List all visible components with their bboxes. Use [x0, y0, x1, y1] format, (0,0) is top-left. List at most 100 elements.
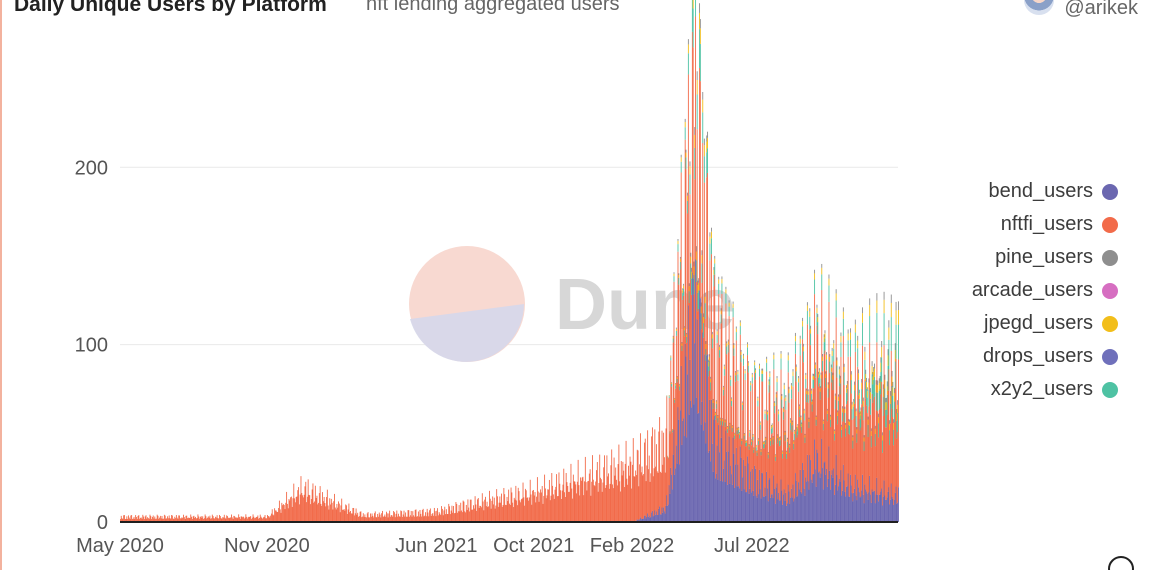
legend-item-arcade_users[interactable]: arcade_users	[898, 274, 1118, 307]
bar-segment-nftfi_users	[838, 386, 840, 479]
bar-segment-jpegd_users	[715, 413, 716, 415]
bar-segment-bend_users	[842, 490, 843, 522]
author-link[interactable]: @arikek	[1024, 0, 1138, 23]
bar-segment-x2y2_users	[693, 274, 695, 295]
bar-segment-nftfi_users	[564, 497, 566, 522]
chart-subtitle: nft lending aggregated users	[366, 0, 620, 15]
bar-segment-x2y2_users	[785, 400, 787, 410]
bar-segment-nftfi_users	[680, 172, 682, 366]
bar-segment-nftfi_users	[741, 444, 743, 491]
bar-segment-nftfi_users	[506, 496, 508, 522]
bar-segment-nftfi_users	[822, 371, 824, 469]
bar-segment-nftfi_users	[870, 414, 871, 495]
bar-segment-bend_users	[890, 499, 891, 522]
bar-segment-pine_users	[856, 427, 858, 430]
bar-segment-x2y2_users	[721, 283, 723, 294]
legend-item-x2y2_users[interactable]: x2y2_users	[898, 373, 1118, 406]
bar-segment-jpegd_users	[774, 455, 776, 457]
bar-segment-nftfi_users	[254, 518, 256, 522]
bar-segment-bend_users	[717, 479, 719, 522]
bar-segment-pine_users	[772, 436, 774, 438]
bar-segment-x2y2_users	[762, 373, 764, 382]
bar-segment-pine_users	[738, 426, 740, 428]
bar-segment-x2y2_users	[699, 29, 701, 68]
bar-segment-nftfi_users	[875, 410, 877, 495]
bar-segment-nftfi_users	[802, 339, 804, 464]
bar-segment-nftfi_users	[846, 404, 847, 487]
bar-segment-jpegd_users	[736, 428, 738, 431]
bar-segment-nftfi_users	[675, 388, 677, 469]
bar-segment-nftfi_users	[829, 372, 831, 471]
bar-segment-bend_users	[890, 483, 892, 522]
bar-segment-bend_users	[698, 412, 700, 522]
bar-segment-bend_users	[825, 474, 827, 522]
bar-segment-jpegd_users	[730, 377, 732, 380]
bar-segment-nftfi_users	[648, 455, 650, 516]
bar-segment-jpegd_users	[880, 362, 882, 373]
bar-segment-bend_users	[643, 518, 645, 522]
bar-segment-nftfi_users	[885, 427, 887, 500]
bar-segment-jpegd_users	[825, 373, 827, 378]
bar-segment-nftfi_users	[174, 516, 176, 522]
bar-segment-jpegd_users	[868, 382, 870, 390]
bar-segment-x2y2_users	[894, 401, 895, 423]
bar-segment-nftfi_users	[583, 495, 585, 522]
bar-segment-jpegd_users	[690, 256, 692, 264]
bar-segment-x2y2_users	[818, 374, 820, 384]
bar-segment-jpegd_users	[720, 310, 722, 315]
bar-segment-pine_users	[718, 276, 720, 280]
bar-segment-jpegd_users	[695, 251, 697, 261]
bar-segment-nftfi_users	[735, 381, 736, 465]
bar-segment-pine_users	[870, 388, 871, 393]
bar-segment-nftfi_users	[782, 419, 784, 495]
bar-segment-nftfi_users	[686, 342, 688, 438]
bar-segment-jpegd_users	[786, 451, 788, 454]
bar-segment-nftfi_users	[647, 430, 649, 514]
bar-segment-nftfi_users	[544, 474, 546, 522]
bar-segment-bend_users	[768, 480, 770, 522]
bar-segment-jpegd_users	[837, 412, 839, 416]
bar-segment-jpegd_users	[882, 389, 884, 398]
bar-segment-nftfi_users	[210, 518, 212, 522]
bar-segment-nftfi_users	[317, 504, 319, 522]
bar-segment-nftfi_users	[898, 359, 899, 488]
bar-segment-bend_users	[679, 464, 681, 522]
bar-segment-nftfi_users	[719, 425, 721, 481]
bar-segment-pine_users	[891, 370, 893, 377]
bar-segment-nftfi_users	[834, 408, 836, 485]
legend-item-pine_users[interactable]: pine_users	[898, 241, 1118, 274]
bar-segment-nftfi_users	[816, 325, 818, 450]
bar-segment-bend_users	[891, 496, 893, 522]
bar-segment-x2y2_users	[758, 440, 760, 445]
bar-segment-nftfi_users	[663, 432, 665, 508]
bar-segment-nftfi_users	[764, 419, 766, 488]
bar-segment-nftfi_users	[710, 390, 712, 462]
bar-segment-pine_users	[747, 342, 748, 345]
bar-segment-nftfi_users	[282, 505, 284, 522]
info-icon[interactable]	[1108, 556, 1134, 570]
bar-segment-x2y2_users	[684, 127, 686, 140]
bar-segment-nftfi_users	[197, 514, 199, 522]
legend-item-drops_users[interactable]: drops_users	[898, 340, 1118, 373]
bar-segment-jpegd_users	[719, 346, 720, 351]
bar-segment-x2y2_users	[866, 397, 868, 414]
bar-segment-jpegd_users	[856, 429, 858, 434]
bar-segment-nftfi_users	[359, 511, 361, 522]
legend-item-nftfi_users[interactable]: nftfi_users	[898, 208, 1118, 241]
bar-segment-jpegd_users	[766, 358, 768, 363]
bar-segment-nftfi_users	[485, 506, 487, 522]
legend-item-jpegd_users[interactable]: jpegd_users	[898, 307, 1118, 340]
bar-segment-pine_users	[860, 407, 862, 411]
bar-segment-jpegd_users	[822, 356, 824, 361]
bar-segment-pine_users	[687, 192, 689, 196]
bar-segment-bend_users	[675, 468, 677, 522]
bar-segment-nftfi_users	[856, 442, 858, 501]
bar-segment-bend_users	[688, 414, 690, 522]
bar-segment-nftfi_users	[401, 511, 403, 522]
bar-segment-pine_users	[837, 410, 839, 413]
legend-item-bend_users[interactable]: bend_users	[898, 175, 1118, 208]
bar-segment-x2y2_users	[849, 425, 851, 435]
bar-segment-nftfi_users	[232, 518, 234, 522]
bar-segment-nftfi_users	[350, 513, 352, 522]
bar-segment-nftfi_users	[572, 474, 574, 522]
